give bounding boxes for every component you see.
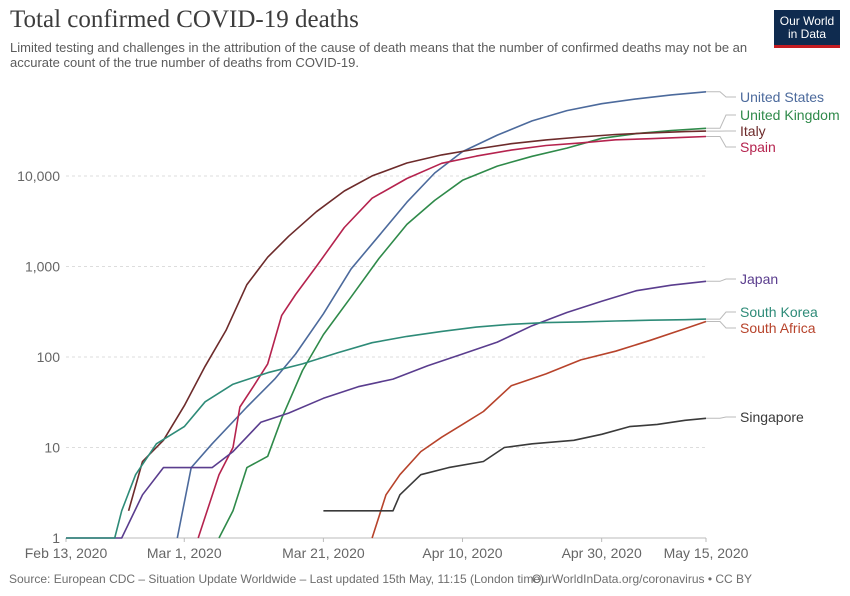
source-link[interactable]: OurWorldInData.org/coronavirus • CC BY <box>532 572 753 586</box>
y-tick-label: 10 <box>44 440 60 456</box>
x-tick-label: Mar 21, 2020 <box>282 545 365 561</box>
label-connector <box>706 278 736 282</box>
series-lines <box>66 91 707 539</box>
series-line-south-korea[interactable] <box>66 318 707 539</box>
legend-label-italy[interactable]: Italy <box>740 123 766 139</box>
source-note: Source: European CDC – Situation Update … <box>9 572 544 586</box>
series-line-singapore[interactable] <box>323 417 707 512</box>
grid-layer <box>66 175 706 539</box>
legend-label-spain[interactable]: Spain <box>740 139 776 155</box>
label-connector <box>706 114 736 129</box>
chart-title: Total confirmed COVID-19 deaths <box>10 6 359 33</box>
logo-line-2: in Data <box>787 27 827 41</box>
y-tick-label: 100 <box>37 349 61 365</box>
legend-label-south-africa[interactable]: South Africa <box>740 320 816 336</box>
x-tick-label: Mar 1, 2020 <box>147 545 222 561</box>
legend-label-south-korea[interactable]: South Korea <box>740 304 818 320</box>
label-connector <box>706 321 736 329</box>
series-line-italy[interactable] <box>127 130 707 512</box>
label-connector <box>706 416 736 419</box>
logo-line-1: Our World <box>779 14 835 28</box>
legend-label-singapore[interactable]: Singapore <box>740 409 804 425</box>
y-tick-label: 1 <box>52 530 60 546</box>
x-tick-label: Apr 10, 2020 <box>422 545 502 561</box>
series-line-united-kingdom[interactable] <box>218 127 707 539</box>
legend-label-united-states[interactable]: United States <box>740 89 824 105</box>
x-tick-label: Apr 30, 2020 <box>562 545 642 561</box>
series-line-japan[interactable] <box>66 280 707 539</box>
x-tick-label: May 15, 2020 <box>664 545 749 561</box>
chart-subtitle: Limited testing and challenges in the at… <box>10 40 748 70</box>
series-line-south-africa[interactable] <box>371 320 707 539</box>
series-line-spain[interactable] <box>197 135 707 539</box>
legend-label-united-kingdom[interactable]: United Kingdom <box>740 107 840 123</box>
y-tick-label: 10,000 <box>17 168 60 184</box>
label-connector <box>706 136 736 148</box>
y-tick-label: 1,000 <box>25 259 60 275</box>
label-connector <box>706 311 736 320</box>
legend-label-japan[interactable]: Japan <box>740 271 778 287</box>
owid-logo[interactable]: Our World in Data <box>774 10 840 48</box>
x-tick-label: Feb 13, 2020 <box>25 545 108 561</box>
series-line-united-states[interactable] <box>176 91 707 539</box>
label-connector <box>706 91 736 98</box>
axis-layer: 1 10 100 1,000 10,000 Feb 13, 2020 Mar 1, 2020… <box>17 168 748 561</box>
